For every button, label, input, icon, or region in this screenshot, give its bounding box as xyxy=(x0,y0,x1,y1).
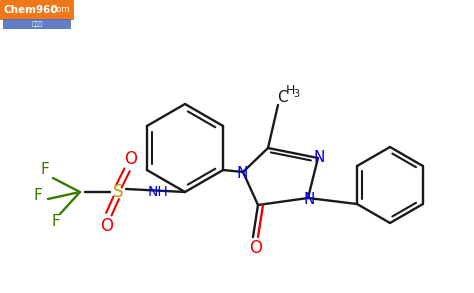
Text: .com: .com xyxy=(49,6,70,14)
Text: O: O xyxy=(125,150,137,168)
Text: O: O xyxy=(100,217,113,235)
Bar xyxy=(3,19,71,29)
Text: N: N xyxy=(237,166,248,180)
Text: F: F xyxy=(52,214,60,229)
Text: 3: 3 xyxy=(293,89,299,99)
Text: C: C xyxy=(277,89,287,105)
Text: 化工网: 化工网 xyxy=(31,21,43,27)
Text: NH: NH xyxy=(148,185,169,199)
Text: H: H xyxy=(285,84,295,96)
Text: F: F xyxy=(34,188,42,204)
Text: Chem960: Chem960 xyxy=(3,5,58,15)
FancyBboxPatch shape xyxy=(0,0,74,20)
Text: F: F xyxy=(41,163,49,178)
Text: N: N xyxy=(313,149,325,164)
Text: O: O xyxy=(249,239,263,257)
Text: S: S xyxy=(113,183,123,201)
Text: N: N xyxy=(303,192,315,207)
